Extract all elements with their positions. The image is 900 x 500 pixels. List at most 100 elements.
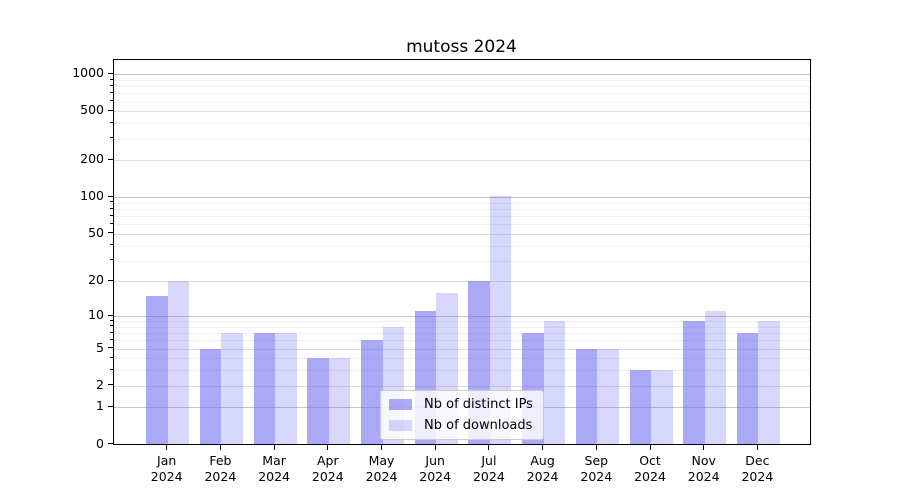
y-tick-label: 50 [88,224,104,240]
x-tick-label: Mar 2024 [258,452,290,484]
x-tick-label: Nov 2024 [687,452,720,484]
gridline-minor [114,216,810,218]
bar-downloads [221,333,243,445]
x-tick-label: Feb 2024 [204,452,237,484]
gridline-50 [114,233,810,235]
gridline-minor [114,101,810,103]
y-tick-label: 0 [96,435,104,451]
gridline-100 [114,197,810,199]
bar-downloads [651,370,673,445]
y-tick-mark [108,405,113,407]
x-tick-mark [649,444,651,450]
gridline-1000 [114,74,810,76]
legend-item-downloads: Nb of downloads [389,418,533,433]
y-minor-tick-mark [110,214,113,216]
y-tick-mark [108,314,113,316]
bar-downloads [328,358,351,445]
gridline-minor [114,202,810,204]
y-minor-tick-mark [110,121,113,123]
y-minor-tick-mark [110,356,113,358]
y-tick-mark [108,232,113,234]
y-minor-tick-mark [110,259,113,261]
gridline-20 [114,281,810,283]
gridline-2 [114,385,810,387]
legend-item-distinct-ips: Nb of distinct IPs [389,397,533,412]
gridline-minor [114,93,810,95]
y-tick-mark [108,384,113,386]
chart-title: mutoss 2024 [406,37,517,57]
bar-distinct-ips [736,333,759,445]
x-tick-label: Aug 2024 [526,452,559,484]
gridline-10 [114,316,810,318]
y-tick-label: 5 [96,339,104,355]
y-minor-tick-mark [110,338,113,340]
bar-downloads [543,321,566,445]
gridline-minor [114,80,810,82]
gridline-minor [114,340,810,342]
x-tick-mark [327,444,329,450]
x-tick-label: Jul 2024 [472,452,505,484]
bar-distinct-ips [146,295,168,445]
y-tick-mark [108,158,113,160]
y-minor-tick-mark [110,331,113,333]
x-tick-label: Jan 2024 [150,452,183,484]
y-minor-tick-mark [110,325,113,327]
gridline-minor [114,370,810,372]
gridline-minor [114,245,810,247]
bar-distinct-ips [199,348,222,445]
y-tick-label: 1000 [72,65,104,81]
plot-area: Nb of distinct IPs Nb of downloads [113,59,811,445]
y-tick-label: 10 [88,307,104,323]
y-minor-tick-mark [110,244,113,246]
x-tick-label: Sep 2024 [580,452,613,484]
y-tick-label: 2 [96,376,104,392]
y-minor-tick-mark [110,207,113,209]
gridline-minor [114,224,810,226]
bar-downloads [167,281,190,445]
gridline-minor [114,138,810,140]
y-tick-mark [108,109,113,111]
bar-downloads [758,321,780,445]
x-tick-mark [434,444,436,450]
bar-downloads [597,348,619,445]
y-tick-mark [108,279,113,281]
legend-label-distinct-ips: Nb of distinct IPs [424,397,533,412]
x-tick-mark [273,444,275,450]
y-minor-tick-mark [110,78,113,80]
gridline-minor [114,260,810,262]
y-tick-label: 1 [96,398,104,414]
x-tick-mark [219,444,221,450]
bar-distinct-ips [361,340,383,445]
bar-distinct-ips [253,333,276,445]
bar-distinct-ips [575,348,598,445]
gridline-minor [114,358,810,360]
bar-distinct-ips [629,370,651,445]
y-minor-tick-mark [110,84,113,86]
x-tick-mark [703,444,705,450]
legend-label-downloads: Nb of downloads [424,418,533,433]
y-minor-tick-mark [110,368,113,370]
gridline-minor [114,321,810,323]
x-tick-label: Jun 2024 [419,452,452,484]
y-tick-mark [108,347,113,349]
x-tick-label: Oct 2024 [634,452,666,484]
y-tick-mark [108,195,113,197]
x-tick-label: Dec 2024 [741,452,774,484]
bar-downloads [275,333,297,445]
y-minor-tick-mark [110,137,113,139]
bar-downloads [489,195,512,445]
x-tick-mark [381,444,382,450]
x-tick-label: May 2024 [365,452,398,484]
legend-swatch-downloads [389,420,412,431]
y-tick-label: 200 [80,151,104,167]
bar-downloads [704,311,727,445]
gridline-minor [114,326,810,328]
y-minor-tick-mark [110,222,113,224]
y-minor-tick-mark [110,201,113,203]
gridline-minor [114,209,810,211]
x-tick-mark [542,444,544,450]
y-tick-label: 100 [80,188,104,204]
gridline-minor [114,333,810,335]
y-tick-mark [108,72,113,74]
x-tick-mark [756,444,758,450]
